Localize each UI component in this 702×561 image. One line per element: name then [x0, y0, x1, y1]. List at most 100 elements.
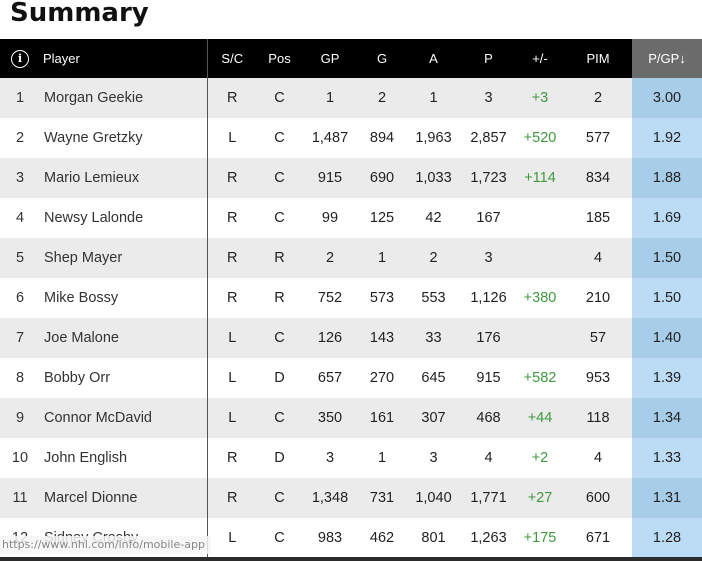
cell-points-per-game: 1.69: [632, 198, 702, 238]
cell-player[interactable]: Newsy Lalonde: [40, 198, 208, 238]
table-row[interactable]: 4 Newsy Lalonde R C 99 125 42 167 185 1.69: [0, 198, 702, 238]
cell-games-played: 752: [302, 278, 358, 318]
cell-goals: 125: [358, 198, 406, 238]
cell-points-per-game: 1.31: [632, 478, 702, 518]
cell-plus-minus: +27: [516, 478, 564, 518]
cell-player[interactable]: Mario Lemieux: [40, 158, 208, 198]
cell-goals: 270: [358, 358, 406, 398]
cell-plus-minus: [516, 318, 564, 358]
cell-rank: 8: [0, 358, 40, 398]
column-header-plus-minus[interactable]: +/-: [516, 39, 564, 78]
column-header-pos[interactable]: Pos: [257, 39, 302, 78]
info-header[interactable]: i: [0, 39, 40, 78]
cell-assists: 1,963: [406, 118, 461, 158]
cell-player[interactable]: Connor McDavid: [40, 398, 208, 438]
cell-position: C: [257, 318, 302, 358]
cell-shoots-catches: L: [207, 358, 257, 398]
cell-plus-minus: +44: [516, 398, 564, 438]
cell-plus-minus: +520: [516, 118, 564, 158]
cell-rank: 9: [0, 398, 40, 438]
cell-shoots-catches: R: [207, 438, 257, 478]
column-header-player[interactable]: Player: [40, 39, 208, 78]
cell-plus-minus: +3: [516, 78, 564, 118]
cell-games-played: 1,487: [302, 118, 358, 158]
cell-points-per-game: 1.28: [632, 518, 702, 558]
cell-penalty-minutes: 185: [564, 198, 632, 238]
table-row[interactable]: 11 Marcel Dionne R C 1,348 731 1,040 1,771 +27 60…: [0, 478, 702, 518]
cell-penalty-minutes: 671: [564, 518, 632, 558]
cell-points: 1,771: [461, 478, 516, 518]
cell-points: 176: [461, 318, 516, 358]
cell-penalty-minutes: 210: [564, 278, 632, 318]
table-row[interactable]: 7 Joe Malone L C 126 143 33 176 57 1.40: [0, 318, 702, 358]
cell-points: 3: [461, 238, 516, 278]
table-row[interactable]: 5 Shep Mayer R R 2 1 2 3 4 1.50: [0, 238, 702, 278]
cell-games-played: 657: [302, 358, 358, 398]
cell-goals: 1: [358, 238, 406, 278]
cell-games-played: 3: [302, 438, 358, 478]
cell-points-per-game: 3.00: [632, 78, 702, 118]
cell-points: 1,263: [461, 518, 516, 558]
cell-games-played: 2: [302, 238, 358, 278]
table-row[interactable]: 9 Connor McDavid L C 350 161 307 468 +44 118 1.34: [0, 398, 702, 438]
cell-player[interactable]: Wayne Gretzky: [40, 118, 208, 158]
table-row[interactable]: 3 Mario Lemieux R C 915 690 1,033 1,723 +114 834 1…: [0, 158, 702, 198]
column-header-pim[interactable]: PIM: [564, 39, 632, 78]
page-title: Summary: [10, 0, 149, 28]
table-row[interactable]: 2 Wayne Gretzky L C 1,487 894 1,963 2,857 +520 57…: [0, 118, 702, 158]
table-row[interactable]: 8 Bobby Orr L D 657 270 645 915 +582 953 1.39: [0, 358, 702, 398]
cell-shoots-catches: L: [207, 398, 257, 438]
table-row[interactable]: 10 John English R D 3 1 3 4 +2 4 1.33: [0, 438, 702, 478]
cell-rank: 6: [0, 278, 40, 318]
cell-rank: 2: [0, 118, 40, 158]
cell-penalty-minutes: 600: [564, 478, 632, 518]
cell-rank: 5: [0, 238, 40, 278]
column-header-g[interactable]: G: [358, 39, 406, 78]
cell-position: D: [257, 358, 302, 398]
column-header-gp[interactable]: GP: [302, 39, 358, 78]
cell-position: C: [257, 198, 302, 238]
stats-table: i Player S/C Pos GP G A P +/- PIM P/GP↓ …: [0, 39, 702, 558]
header-row: i Player S/C Pos GP G A P +/- PIM P/GP↓: [0, 39, 702, 78]
cell-points-per-game: 1.39: [632, 358, 702, 398]
cell-rank: 7: [0, 318, 40, 358]
cell-position: D: [257, 438, 302, 478]
cell-assists: 3: [406, 438, 461, 478]
info-icon[interactable]: i: [11, 49, 29, 68]
cell-plus-minus: +582: [516, 358, 564, 398]
cell-goals: 161: [358, 398, 406, 438]
column-header-sc[interactable]: S/C: [207, 39, 257, 78]
cell-assists: 42: [406, 198, 461, 238]
cell-assists: 1,040: [406, 478, 461, 518]
cell-shoots-catches: R: [207, 78, 257, 118]
cell-player[interactable]: Bobby Orr: [40, 358, 208, 398]
cell-penalty-minutes: 577: [564, 118, 632, 158]
table-row[interactable]: 1 Morgan Geekie R C 1 2 1 3 +3 2 3.00: [0, 78, 702, 118]
cell-player[interactable]: John English: [40, 438, 208, 478]
cell-plus-minus: [516, 198, 564, 238]
cell-position: C: [257, 478, 302, 518]
cell-player[interactable]: Shep Mayer: [40, 238, 208, 278]
cell-shoots-catches: L: [207, 518, 257, 558]
table-row[interactable]: 6 Mike Bossy R R 752 573 553 1,126 +380 210 1.50: [0, 278, 702, 318]
cell-games-played: 126: [302, 318, 358, 358]
cell-games-played: 350: [302, 398, 358, 438]
cell-rank: 1: [0, 78, 40, 118]
cell-goals: 2: [358, 78, 406, 118]
cell-goals: 462: [358, 518, 406, 558]
cell-assists: 801: [406, 518, 461, 558]
cell-goals: 894: [358, 118, 406, 158]
cell-position: C: [257, 398, 302, 438]
cell-points-per-game: 1.34: [632, 398, 702, 438]
cell-points-per-game: 1.50: [632, 238, 702, 278]
column-header-p[interactable]: P: [461, 39, 516, 78]
cell-position: C: [257, 158, 302, 198]
cell-points-per-game: 1.40: [632, 318, 702, 358]
cell-player[interactable]: Joe Malone: [40, 318, 208, 358]
cell-player[interactable]: Morgan Geekie: [40, 78, 208, 118]
column-header-points-per-game[interactable]: P/GP↓: [632, 39, 702, 78]
cell-player[interactable]: Marcel Dionne: [40, 478, 208, 518]
column-header-a[interactable]: A: [406, 39, 461, 78]
cell-player[interactable]: Mike Bossy: [40, 278, 208, 318]
cell-goals: 143: [358, 318, 406, 358]
